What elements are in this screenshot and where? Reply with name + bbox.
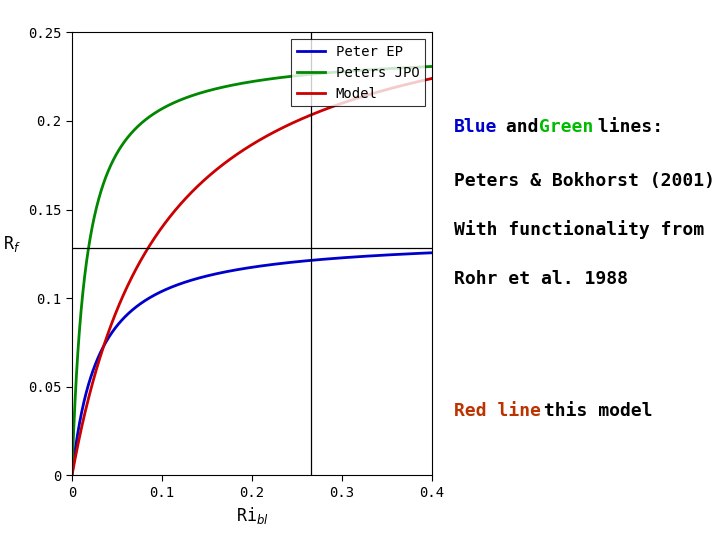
Peters JPO (315, 70, 323, 77)
Model (315, 109, 323, 115)
Text: Rohr et al. 1988: Rohr et al. 1988 (454, 269, 628, 287)
Model (355, 94, 364, 101)
Model (68, 471, 76, 478)
Text: Green: Green (539, 118, 593, 136)
Text: Peters & Bokhorst (2001): Peters & Bokhorst (2001) (454, 172, 714, 190)
Peter EP (68, 471, 76, 478)
Text: and: and (495, 118, 550, 136)
Model (213, 165, 222, 172)
Peter EP (428, 249, 436, 256)
Peters JPO (68, 469, 76, 476)
Text: this model: this model (533, 402, 652, 420)
Peter EP (226, 268, 235, 274)
Peters JPO (226, 82, 235, 89)
Peter EP (348, 254, 357, 260)
Peters JPO (213, 85, 222, 92)
Peters JPO (104, 166, 113, 173)
Text: lines:: lines: (587, 118, 663, 136)
X-axis label: Ri$_{bl}$: Ri$_{bl}$ (235, 505, 269, 526)
Peter EP (355, 253, 364, 260)
Line: Model: Model (72, 78, 432, 475)
Peter EP (213, 270, 222, 276)
Text: Blue: Blue (454, 118, 497, 136)
Legend: Peter EP, Peters JPO, Model: Peter EP, Peters JPO, Model (292, 39, 425, 106)
Peters JPO (355, 67, 364, 73)
Text: With functionality from: With functionality from (454, 220, 703, 239)
Model (226, 156, 235, 162)
Model (348, 97, 357, 103)
Peter EP (315, 256, 323, 263)
Line: Peter EP: Peter EP (72, 253, 432, 475)
Model (104, 328, 113, 334)
Peters JPO (348, 68, 357, 74)
Peter EP (104, 334, 113, 340)
Y-axis label: R$_f$: R$_f$ (3, 234, 20, 254)
Line: Peters JPO: Peters JPO (72, 66, 432, 472)
Model (428, 75, 436, 82)
Text: Red line: Red line (454, 402, 541, 420)
Peters JPO (428, 63, 436, 70)
